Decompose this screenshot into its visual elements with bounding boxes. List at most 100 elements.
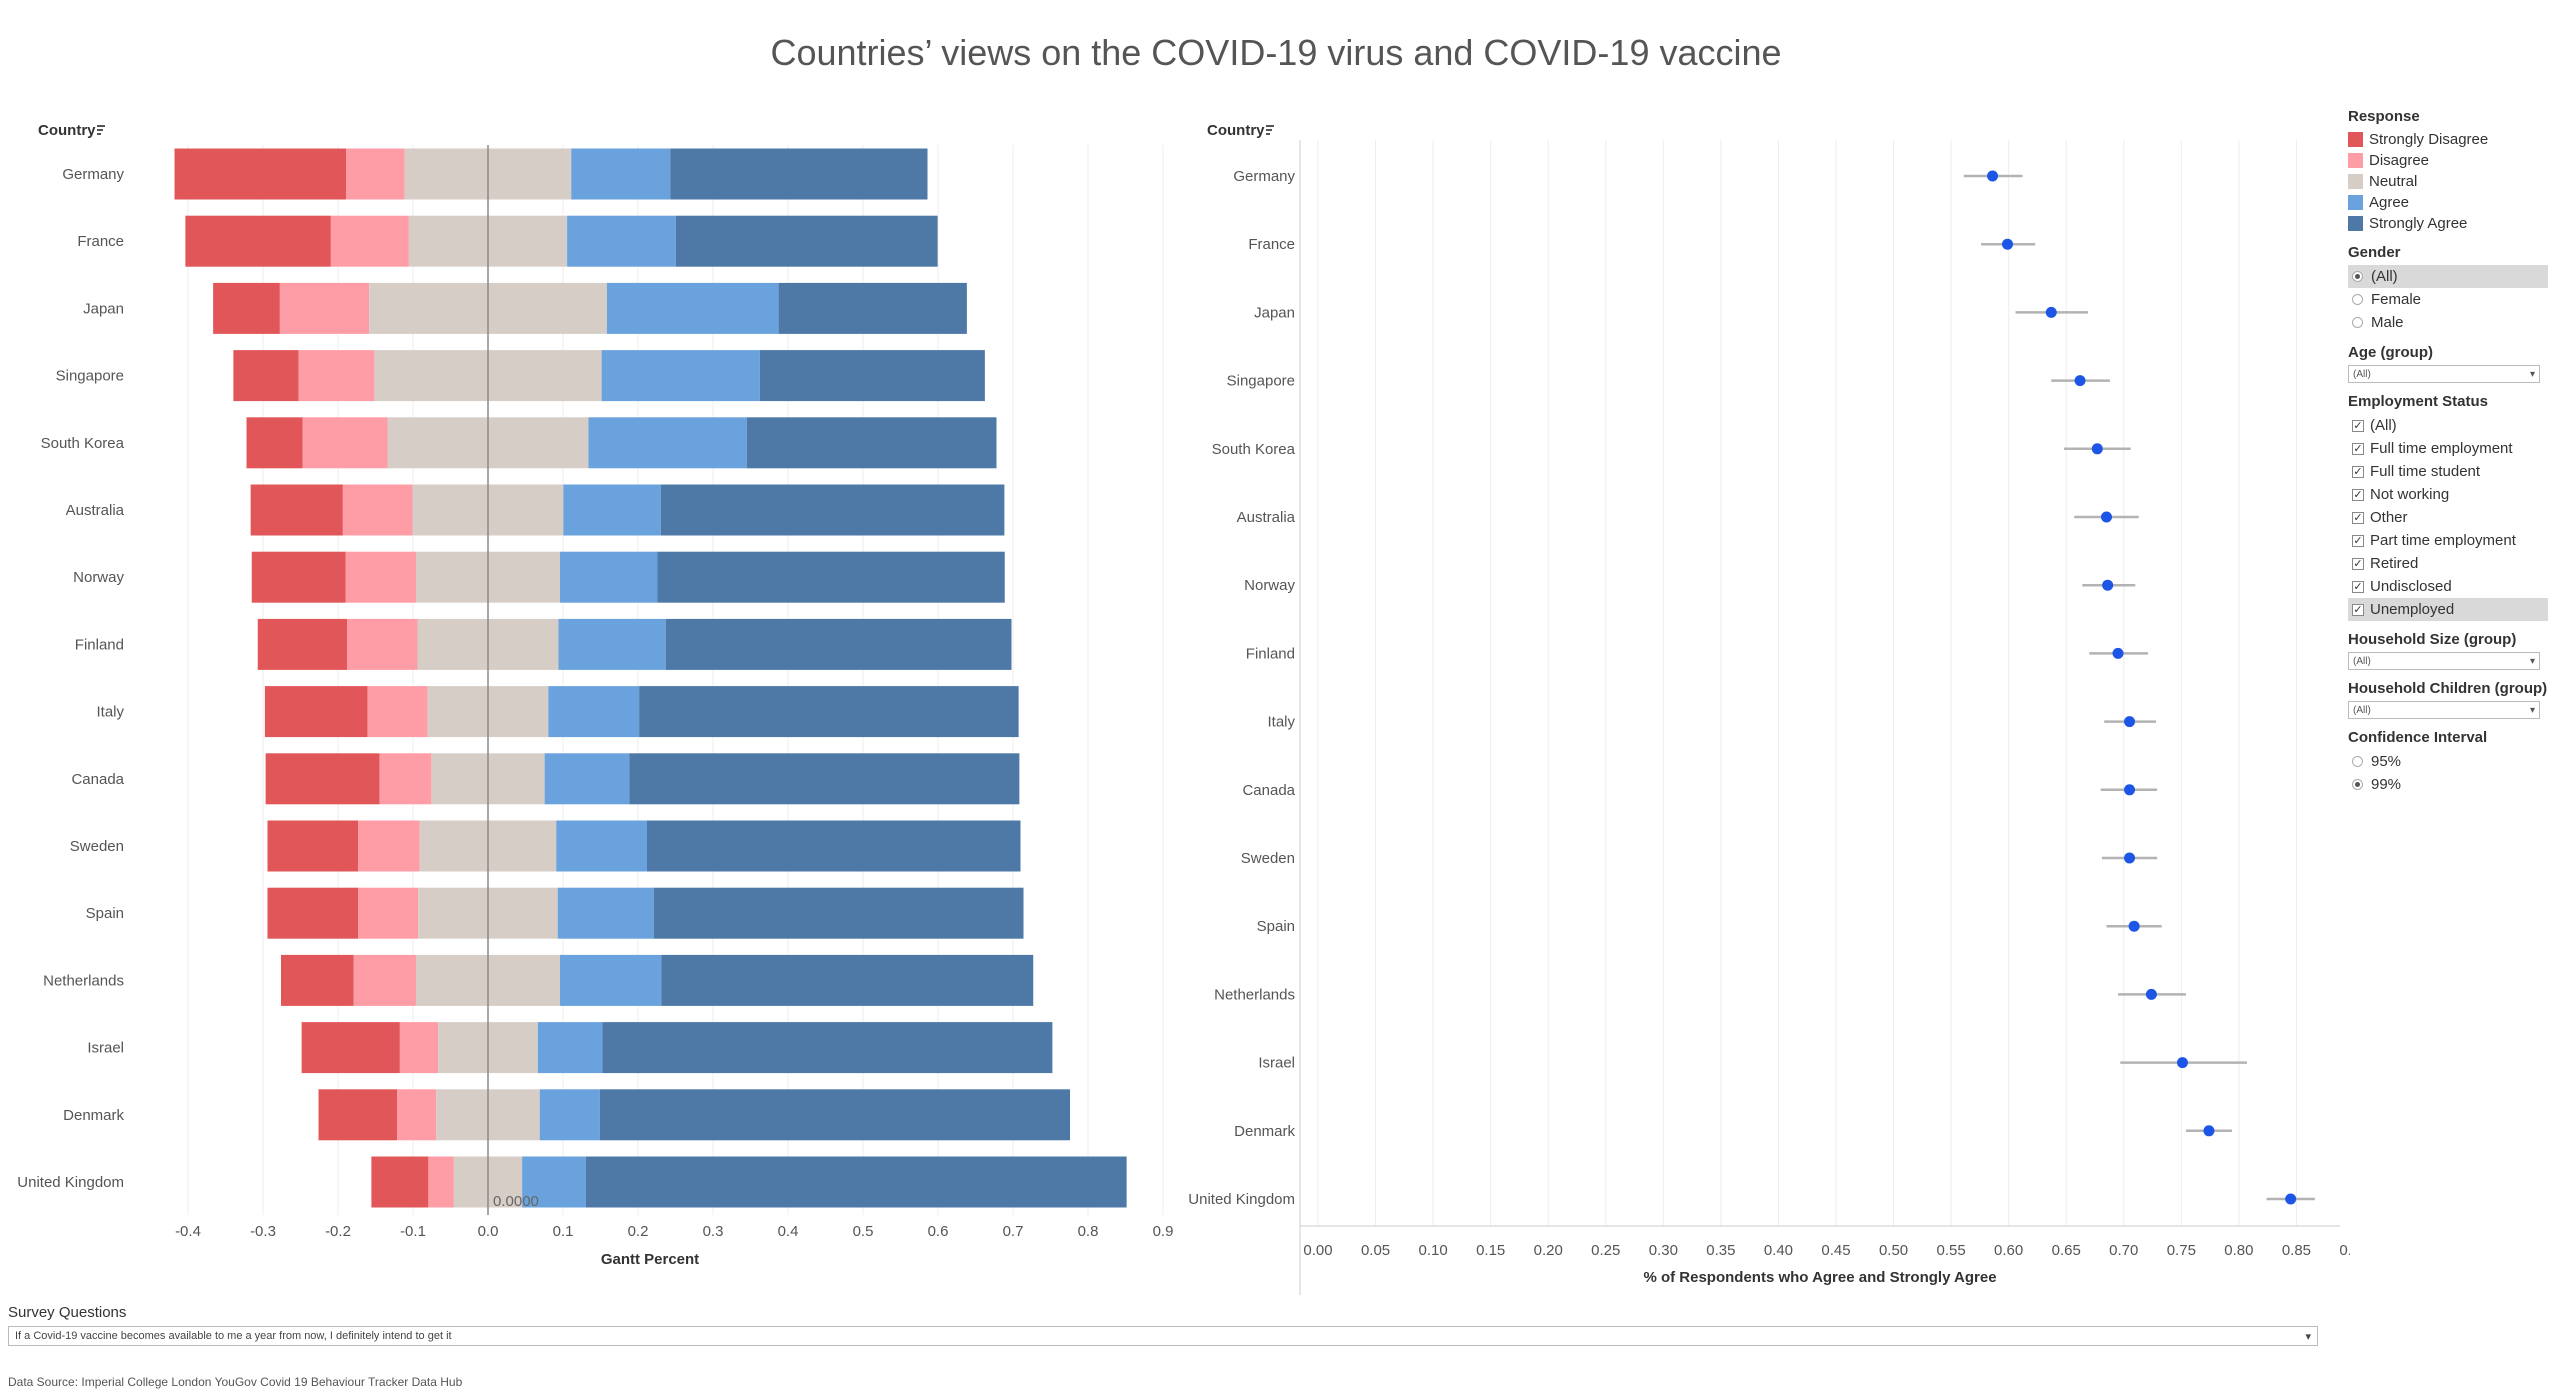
x-tick-label: -0.1 (400, 1223, 426, 1240)
bar-disagree (342, 484, 413, 536)
left-x-axis-title: Gantt Percent (601, 1251, 699, 1268)
gender-option[interactable]: Male (2348, 311, 2548, 334)
data-point (2074, 375, 2086, 387)
household-size-value: (All) (2353, 655, 2371, 667)
x-tick-label: 0.90 (2339, 1242, 2350, 1259)
country-label: Denmark (63, 1107, 124, 1124)
employment-option[interactable]: ✓ Not working (2348, 483, 2548, 506)
legend-item[interactable]: Disagree (2348, 150, 2548, 171)
checkbox-icon: ✓ (2352, 603, 2364, 616)
left-row-header: Country (38, 122, 96, 139)
legend-item[interactable]: Strongly Agree (2348, 213, 2548, 234)
employment-option-label: (All) (2370, 417, 2397, 434)
survey-question-value: If a Covid-19 vaccine becomes available … (15, 1330, 452, 1342)
bar-disagree (367, 686, 428, 738)
legend-swatch (2348, 195, 2363, 210)
bar-strongly-disagree (185, 215, 331, 267)
employment-option[interactable]: ✓ Other (2348, 506, 2548, 529)
age-group-dropdown[interactable]: (All) ▾ (2348, 365, 2540, 383)
country-label: Finland (1246, 645, 1295, 662)
survey-question-dropdown[interactable]: If a Covid-19 vaccine becomes available … (8, 1326, 2318, 1346)
country-label: Canada (71, 771, 124, 788)
bar-agree (588, 417, 747, 469)
legend-item[interactable]: Neutral (2348, 171, 2548, 192)
bar-strongly-agree (746, 417, 997, 469)
radio-icon (2352, 756, 2363, 767)
legend-label: Agree (2369, 194, 2410, 211)
legend-item[interactable]: Strongly Disagree (2348, 129, 2548, 150)
legend-swatch (2348, 174, 2363, 189)
country-label: Singapore (56, 368, 124, 385)
country-label: Sweden (1241, 850, 1295, 867)
x-tick-label: 0.7 (1003, 1223, 1024, 1240)
household-children-filter-title: Household Children (group) (2348, 680, 2548, 697)
confidence-interval-option[interactable]: 95% (2348, 750, 2548, 773)
bar-disagree (279, 282, 370, 334)
confidence-interval-option[interactable]: 99% (2348, 773, 2548, 796)
employment-option-label: Unemployed (2370, 601, 2455, 618)
bar-agree (560, 954, 662, 1006)
x-tick-label: 0.50 (1879, 1242, 1908, 1259)
employment-option[interactable]: ✓ Unemployed (2348, 598, 2548, 621)
country-label: Norway (1244, 577, 1295, 594)
bar-agree (522, 1156, 586, 1208)
sort-icon[interactable] (1266, 125, 1274, 135)
x-tick-label: 0.85 (2282, 1242, 2311, 1259)
employment-option[interactable]: ✓ Part time employment (2348, 529, 2548, 552)
country-label: Canada (1242, 782, 1295, 799)
bar-strongly-disagree (267, 820, 359, 872)
data-point (2002, 238, 2014, 250)
zero-label: 0.0000 (493, 1193, 539, 1210)
x-tick-label: 0.80 (2224, 1242, 2253, 1259)
x-tick-label: 0.55 (1937, 1242, 1966, 1259)
bar-agree (537, 1022, 603, 1074)
bar-strongly-disagree (233, 350, 299, 402)
employment-option[interactable]: ✓ Undisclosed (2348, 575, 2548, 598)
country-label: Denmark (1234, 1123, 1295, 1140)
bar-strongly-disagree (318, 1089, 398, 1141)
country-label: France (77, 233, 124, 250)
checkbox-icon: ✓ (2352, 511, 2364, 524)
employment-option-label: Full time employment (2370, 440, 2513, 457)
country-label: South Korea (1212, 441, 1296, 458)
household-size-dropdown[interactable]: (All) ▾ (2348, 652, 2540, 670)
gender-option[interactable]: (All) (2348, 265, 2548, 288)
employment-option[interactable]: ✓ Retired (2348, 552, 2548, 575)
confidence-interval-option-label: 99% (2371, 776, 2402, 793)
employment-option-label: Full time student (2370, 463, 2481, 480)
employment-option[interactable]: ✓ Full time student (2348, 460, 2548, 483)
radio-icon (2352, 294, 2363, 305)
bar-disagree (298, 350, 375, 402)
response-legend-title: Response (2348, 108, 2420, 125)
employment-option[interactable]: ✓ (All) (2348, 414, 2548, 437)
data-point (2045, 306, 2057, 318)
x-tick-label: 0.8 (1078, 1223, 1099, 1240)
country-label: United Kingdom (1188, 1191, 1295, 1208)
employment-filter-title: Employment Status (2348, 393, 2489, 410)
x-tick-label: 0.5 (853, 1223, 874, 1240)
bar-disagree (358, 820, 420, 872)
data-point (2203, 1125, 2215, 1137)
bar-disagree (347, 618, 418, 670)
household-size-filter-title: Household Size (group) (2348, 631, 2517, 648)
country-label: Sweden (70, 838, 124, 855)
data-point (2124, 784, 2136, 796)
gender-option[interactable]: Female (2348, 288, 2548, 311)
bar-disagree (302, 417, 388, 469)
survey-questions-label: Survey Questions (8, 1304, 127, 1321)
radio-icon (2352, 271, 2363, 282)
checkbox-icon: ✓ (2352, 419, 2364, 432)
employment-option[interactable]: ✓ Full time employment (2348, 437, 2548, 460)
x-tick-label: 0.45 (1821, 1242, 1850, 1259)
chevron-down-icon: ▾ (2529, 655, 2535, 667)
bar-strongly-agree (661, 954, 1034, 1006)
employment-option-label: Other (2370, 509, 2408, 526)
x-tick-label: 0.70 (2109, 1242, 2138, 1259)
bar-strongly-agree (599, 1089, 1070, 1141)
legend-item[interactable]: Agree (2348, 192, 2548, 213)
sort-icon[interactable] (97, 125, 105, 135)
household-children-dropdown[interactable]: (All) ▾ (2348, 701, 2540, 719)
bar-strongly-agree (629, 753, 1020, 805)
country-label: United Kingdom (17, 1174, 124, 1191)
bar-strongly-disagree (250, 484, 343, 536)
